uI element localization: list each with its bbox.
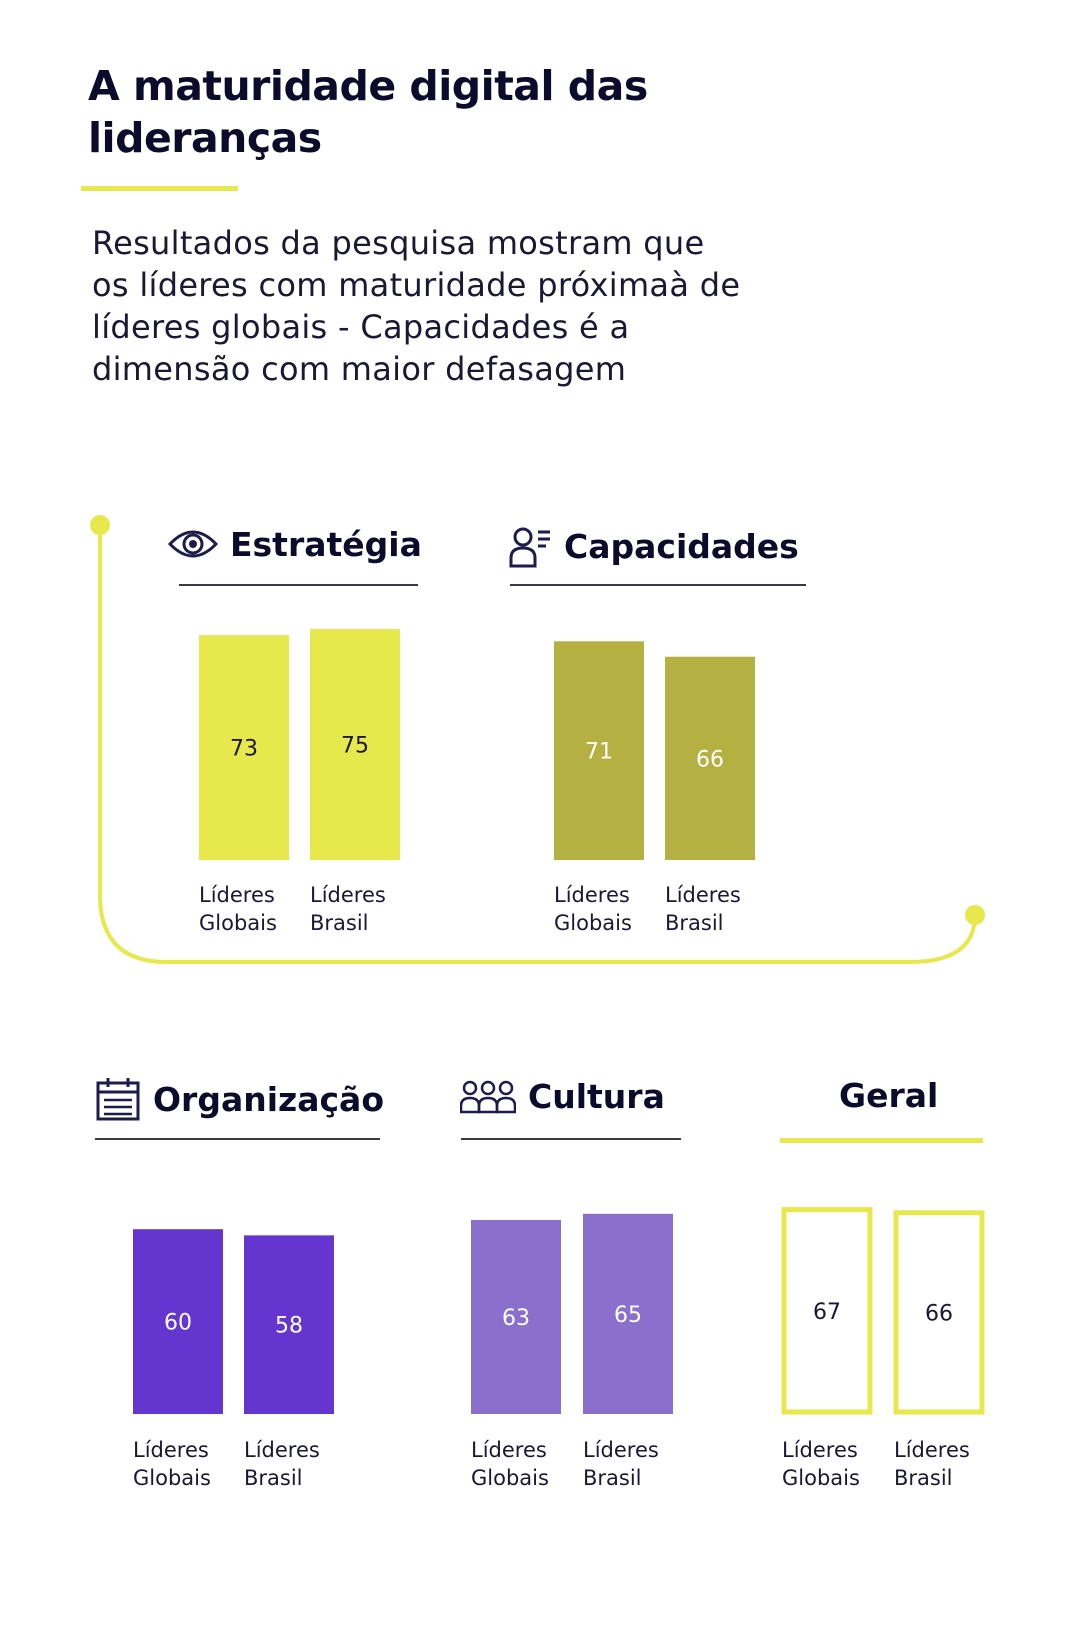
x-label: Líderes Globais	[554, 883, 632, 935]
bar	[310, 629, 400, 860]
section-line-organizacao	[95, 1138, 380, 1140]
section-estrategia: Estratégia	[168, 524, 422, 564]
section-title-cultura: Cultura	[528, 1076, 665, 1116]
group-icon	[460, 1076, 516, 1116]
x-label: Líderes Globais	[133, 1438, 211, 1490]
x-label: Líderes Brasil	[894, 1438, 970, 1490]
x-label: Líderes Brasil	[583, 1438, 659, 1490]
section-title-geral: Geral	[839, 1076, 939, 1115]
section-line-cultura	[461, 1138, 681, 1140]
data-label: 60	[164, 1311, 192, 1336]
eye-icon	[168, 524, 218, 564]
bar	[244, 1235, 334, 1414]
user-list-icon	[508, 524, 552, 568]
connector-dot-end	[965, 905, 985, 925]
calendar-icon	[95, 1076, 141, 1122]
section-line-capacidades	[510, 584, 806, 586]
x-label: Líderes Brasil	[310, 883, 386, 935]
title-underline	[81, 186, 238, 191]
section-line-geral	[780, 1138, 983, 1143]
section-organizacao: Organização	[95, 1076, 384, 1122]
page-subtitle: Resultados da pesquisa mostram que os lí…	[92, 224, 741, 388]
bar	[554, 641, 644, 860]
section-title-organizacao: Organização	[153, 1079, 384, 1119]
connector-dot-start	[90, 515, 110, 535]
x-label: Líderes Brasil	[665, 883, 741, 935]
page-title: A maturidade digital das lideranças	[88, 62, 648, 162]
bar	[471, 1219, 561, 1414]
data-label: 75	[341, 734, 369, 759]
data-label: 58	[275, 1314, 303, 1339]
bar	[199, 635, 289, 860]
x-label: Líderes Globais	[782, 1438, 860, 1490]
section-title-capacidades: Capacidades	[564, 526, 799, 566]
x-label: Líderes Globais	[471, 1438, 549, 1490]
section-capacidades: Capacidades	[508, 524, 799, 568]
section-line-estrategia	[179, 584, 418, 586]
data-label: 65	[614, 1303, 642, 1328]
data-label: 66	[925, 1301, 953, 1326]
bar	[781, 1207, 873, 1415]
data-label: 63	[502, 1306, 530, 1331]
data-label: 73	[230, 737, 258, 762]
section-cultura: Cultura	[460, 1076, 665, 1116]
bar	[665, 656, 755, 860]
data-label: 71	[585, 740, 613, 765]
bar	[133, 1229, 223, 1414]
bar	[893, 1210, 985, 1415]
section-geral: Geral	[839, 1076, 938, 1115]
x-label: Líderes Brasil	[244, 1438, 320, 1490]
x-label: Líderes Globais	[199, 883, 277, 935]
data-label: 66	[696, 747, 724, 772]
section-title-estrategia: Estratégia	[230, 524, 422, 564]
data-label: 67	[813, 1300, 841, 1325]
bar	[583, 1213, 673, 1414]
